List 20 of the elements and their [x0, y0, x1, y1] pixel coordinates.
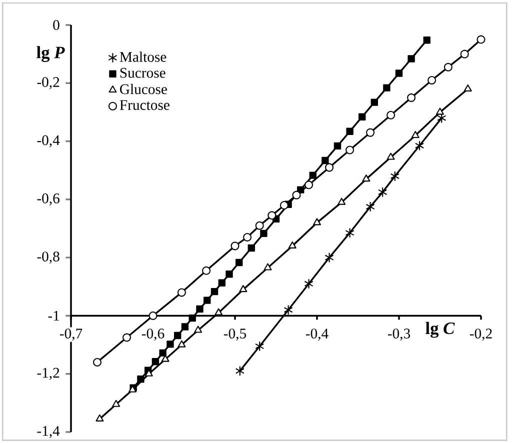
y-tick-label: -0,8: [37, 252, 60, 264]
y-tick-label: -1,4: [37, 426, 60, 438]
legend-label: Glucose: [120, 84, 167, 94]
legend-label: Sucrose: [120, 68, 166, 78]
x-tick-label: -0,4: [306, 328, 328, 341]
x-tick-label: -0,2: [470, 328, 492, 341]
y-axis-title: lg P: [36, 46, 65, 62]
y-tick-label: 0: [53, 20, 60, 30]
x-tick-label: -0,5: [224, 328, 246, 341]
x-axis-title: lg C: [426, 322, 455, 338]
y-tick-label: -0,4: [37, 135, 60, 148]
x-tick-label: -0,3: [388, 328, 410, 341]
y-tick-label: -0,2: [37, 77, 60, 90]
legend-label: Fructose: [120, 100, 170, 110]
y-tick-label: -1,2: [37, 368, 60, 380]
x-tick-label: -0,6: [142, 328, 164, 341]
y-tick-label: -1: [48, 310, 60, 321]
x-tick-label: -0,7: [60, 328, 82, 341]
y-tick-label: -0,6: [37, 193, 60, 206]
legend-label: Maltose: [120, 52, 166, 62]
